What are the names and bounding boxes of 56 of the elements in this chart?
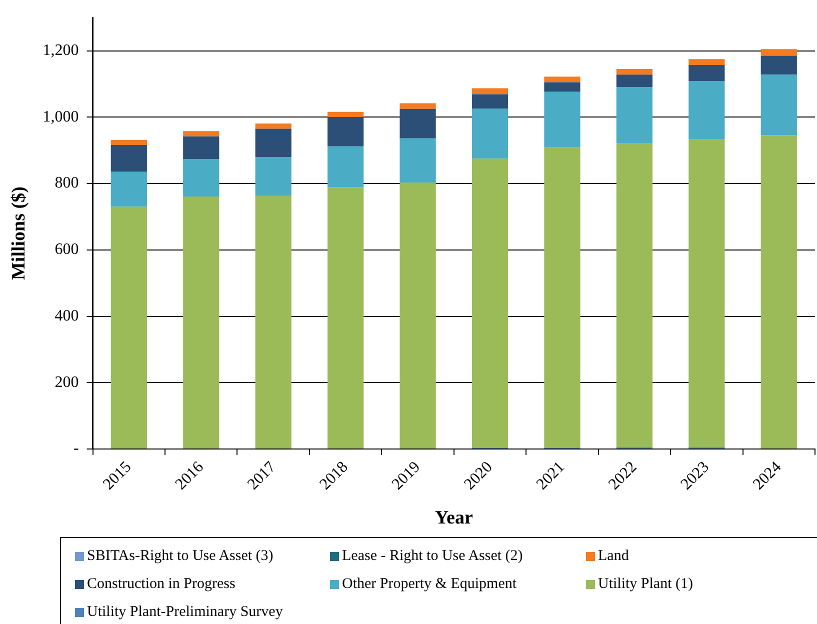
bar [183,136,220,159]
y-tick-label: - [73,440,79,458]
legend-label: Lease - Right to Use Asset (2) [342,548,523,564]
bar [183,196,220,448]
bar [183,131,220,136]
legend-label: Land [598,548,629,564]
legend-label: Other Property & Equipment [342,576,517,592]
legend-label: Utility Plant (1) [598,576,693,592]
bar [110,206,147,448]
y-tick-label: 400 [54,307,79,324]
bar [688,139,725,448]
bar [760,49,797,56]
bar [616,86,653,144]
bar [110,172,147,207]
bar [255,156,292,196]
legend-label: SBITAs-Right to Use Asset (3) [87,548,274,564]
bar [616,143,653,448]
bar [544,147,580,448]
bar [616,69,653,75]
bar [544,82,580,92]
bar [688,65,725,81]
bar [616,74,653,87]
bar [760,56,797,75]
bar [544,92,580,148]
y-axis-title: Millions ($) [8,186,30,280]
y-tick-label: 200 [54,374,79,391]
bar [472,88,508,94]
bar [472,94,508,109]
bar [400,182,436,448]
bar [255,123,292,129]
legend-label: Utility Plant-Preliminary Survey [87,604,283,620]
bar [688,80,725,140]
bar [328,187,364,448]
bar [400,138,436,183]
y-tick-label: 1,000 [42,108,79,126]
y-tick-label: 800 [54,174,79,192]
bar [328,146,364,188]
bar [688,59,725,66]
bar [472,158,508,448]
legend-label: Construction in Progress [87,576,236,592]
bar [760,74,797,136]
bar [183,158,220,196]
bar [110,140,147,146]
bar [255,128,292,157]
bar [760,135,797,448]
y-tick-label: 1,200 [42,42,79,59]
bar [544,76,580,82]
bar [328,117,364,146]
bar [110,145,147,172]
bar [400,108,436,138]
bar [255,195,292,448]
bar [400,103,436,109]
bar [472,108,508,159]
x-axis-title: Year [434,508,474,529]
bar [328,112,364,118]
y-tick-label: 600 [54,241,79,258]
